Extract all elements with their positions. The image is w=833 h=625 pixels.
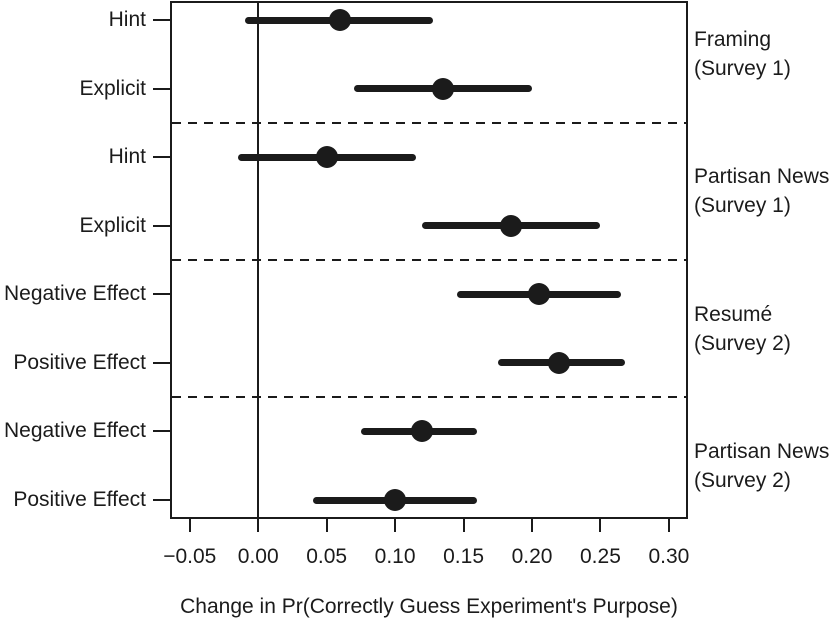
x-tick-mark [462, 519, 465, 532]
x-tick-mark [188, 519, 191, 532]
group-label: Partisan News (Survey 1) [694, 162, 829, 220]
x-tick-mark [667, 519, 670, 532]
x-tick-mark [531, 519, 533, 532]
y-tick-mark [153, 87, 170, 90]
group-label-line: (Survey 2) [694, 331, 791, 355]
group-label-line: (Survey 2) [694, 468, 791, 492]
group-separator-line [172, 396, 686, 399]
point-estimate [500, 214, 523, 237]
x-axis-title: Change in Pr(Correctly Guess Experiment'… [180, 595, 678, 618]
group-label: Partisan News (Survey 2) [694, 437, 829, 495]
point-estimate [411, 420, 434, 443]
y-tick-mark [153, 224, 170, 227]
group-label: Framing (Survey 1) [694, 25, 791, 83]
row-label: Hint [108, 145, 146, 169]
group-label-line: Partisan News [694, 165, 830, 189]
group-label-line: Resumé [694, 302, 773, 326]
x-tick-label: 0.15 [443, 545, 484, 568]
x-tick-label: 0.20 [511, 545, 553, 568]
x-tick-mark [599, 519, 602, 532]
group-label-line: (Survey 1) [694, 57, 791, 81]
point-estimate [527, 283, 550, 306]
point-estimate [329, 9, 352, 31]
x-tick-label: 0.25 [580, 545, 621, 568]
y-tick-mark [153, 293, 170, 296]
x-tick-label: 0.30 [648, 545, 690, 568]
point-estimate [384, 489, 407, 511]
x-tick-mark [325, 519, 328, 532]
x-tick-label: 0.10 [374, 545, 416, 568]
group-separator-line [172, 121, 686, 124]
x-tick-mark [257, 519, 260, 532]
row-label: Hint [108, 8, 146, 31]
point-estimate [548, 351, 571, 374]
row-label: Positive Effect [13, 350, 146, 374]
point-estimate [315, 146, 338, 169]
x-tick-mark [394, 519, 397, 532]
x-tick-label: 0.00 [237, 545, 279, 568]
x-tick-label: 0.05 [306, 545, 348, 568]
point-estimate [432, 77, 455, 100]
row-label: Negative Effect [3, 419, 146, 443]
y-tick-mark [153, 499, 170, 501]
group-label-line: Partisan News [694, 439, 830, 463]
row-label: Negative Effect [3, 282, 146, 306]
row-label: Explicit [79, 213, 146, 237]
group-label-line: Framing [694, 28, 772, 52]
y-tick-mark [153, 361, 170, 364]
row-label: Explicit [79, 76, 146, 100]
y-tick-mark [153, 19, 170, 21]
group-separator-line [172, 259, 686, 261]
y-tick-mark [153, 156, 170, 159]
x-tick-label: −0.05 [163, 545, 217, 568]
row-label: Positive Effect [13, 488, 146, 511]
group-label-line: (Survey 1) [694, 194, 791, 218]
y-tick-mark [153, 430, 170, 433]
group-label: Resumé (Survey 2) [694, 300, 791, 358]
